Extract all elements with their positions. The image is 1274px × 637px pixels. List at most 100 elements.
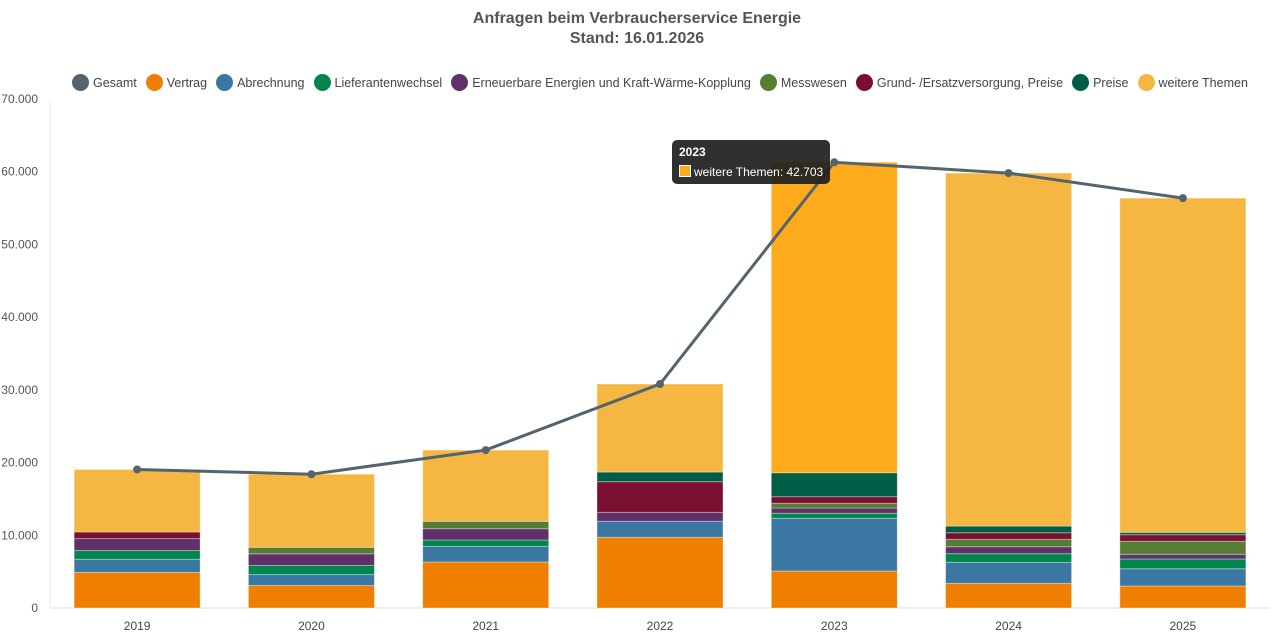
- tooltip-title: 2023: [679, 145, 706, 159]
- gesamt-point: [1004, 169, 1013, 178]
- bar-segment-2020-0: [247, 584, 375, 609]
- bar-segment-2024-1: [945, 561, 1073, 584]
- x-tick-label: 2021: [472, 619, 499, 633]
- gesamt-point: [307, 470, 316, 479]
- gesamt-point: [481, 446, 490, 455]
- x-tick-label: 2020: [298, 619, 325, 633]
- legend-marker-icon: [216, 74, 234, 91]
- bar-segment-2023-0: [770, 570, 898, 609]
- bar-segment-2023-3: [770, 507, 898, 514]
- bar-segment-2022-6: [596, 471, 724, 483]
- bar-segment-2023-4: [770, 502, 898, 509]
- y-tick-label: 20.000: [1, 456, 38, 470]
- bar-segment-2024-0: [945, 582, 1073, 609]
- bar-segment-2025-4: [1119, 540, 1247, 555]
- x-tick-label: 2025: [1170, 619, 1197, 633]
- bar-segment-2023-2: [770, 512, 898, 519]
- bar-segment-2024-3: [945, 546, 1073, 555]
- gesamt-point: [1178, 194, 1187, 203]
- bar-segment-2022-0: [596, 536, 724, 609]
- bar-segment-2024-2: [945, 553, 1073, 563]
- y-tick-label: 40.000: [1, 310, 38, 324]
- bar-segment-2023-7: [770, 161, 898, 474]
- legend: Gesamt Vertrag Abrechnung Lieferantenwechse…: [72, 74, 1248, 91]
- bar-segment-2020-7: [247, 473, 375, 548]
- legend-label: weitere Themen: [1158, 75, 1248, 90]
- x-tick-label: 2022: [647, 619, 674, 633]
- bar-segment-2020-1: [247, 574, 375, 586]
- bar-segment-2024-5: [945, 532, 1073, 540]
- y-tick-label: 70.000: [1, 92, 38, 106]
- bar-segment-2021-0: [422, 561, 550, 609]
- legend-marker-icon: [759, 74, 777, 91]
- bar-segment-2021-7: [422, 449, 550, 522]
- bar-segment-2023-1: [770, 517, 898, 572]
- legend-item[interactable]: Lieferantenwechsel: [313, 74, 443, 91]
- bar-segment-2023-6: [770, 472, 898, 498]
- y-tick-label: 50.000: [1, 237, 38, 251]
- bar-segment-2024-7: [945, 172, 1073, 527]
- legend-label: Vertrag: [166, 75, 208, 90]
- bar-segment-2022-3: [596, 511, 724, 522]
- bar-segment-2021-4: [422, 520, 550, 530]
- legend-label: Preise: [1093, 75, 1129, 90]
- legend-item[interactable]: Abrechnung: [216, 74, 305, 91]
- chart-subtitle: Stand: 16.01.2026: [569, 30, 705, 47]
- bar-segment-2022-1: [596, 520, 724, 538]
- bar-segment-2024-6: [945, 525, 1073, 534]
- tooltip-text: weitere Themen: 42.703: [694, 165, 824, 179]
- bar-segment-2025-3: [1119, 553, 1247, 560]
- legend-item[interactable]: Erneuerbare Energien und Kraft-Wärme-Kop…: [451, 74, 751, 91]
- legend-label: Erneuerbare Energien und Kraft-Wärme-Kop…: [472, 75, 751, 90]
- legend-marker-icon: [145, 74, 163, 91]
- legend-marker-icon: [313, 74, 331, 91]
- legend-item[interactable]: Messwesen: [759, 74, 847, 91]
- bar-segment-2025-0: [1119, 585, 1247, 609]
- tooltip: 2023 weitere Themen: 42.703: [672, 140, 831, 184]
- legend-item[interactable]: Preise: [1072, 74, 1129, 91]
- legend-marker-icon: [451, 74, 469, 91]
- bar-segment-2025-7: [1119, 197, 1247, 533]
- bar-segment-2022-5: [596, 481, 724, 513]
- y-tick-label: 0: [31, 601, 38, 615]
- bar-segment-2020-2: [247, 564, 375, 576]
- bar-segment-2019-1: [73, 558, 201, 573]
- legend-label: Lieferantenwechsel: [334, 75, 443, 90]
- gesamt-point: [133, 465, 142, 474]
- legend-item[interactable]: Vertrag: [145, 74, 208, 91]
- legend-marker-icon: [1137, 74, 1155, 91]
- bar-segment-2019-5: [73, 531, 201, 540]
- tooltip-swatch: [679, 165, 691, 177]
- x-tick-label: 2023: [821, 619, 848, 633]
- bar-segment-2022-7: [596, 383, 724, 473]
- legend-item[interactable]: Gesamt: [72, 74, 137, 91]
- legend-label: Gesamt: [93, 75, 137, 90]
- bar-segment-2020-3: [247, 553, 375, 566]
- bar-segment-2021-1: [422, 545, 550, 563]
- legend-marker-icon: [1072, 74, 1090, 91]
- bar-segment-2025-2: [1119, 558, 1247, 570]
- bar-segment-2025-1: [1119, 568, 1247, 587]
- bar-segment-2021-3: [422, 528, 550, 541]
- bar-segment-2025-5: [1119, 534, 1247, 542]
- bar-segment-2020-4: [247, 546, 375, 555]
- bar-segment-2019-3: [73, 538, 201, 552]
- chart-title: Anfragen beim Verbraucherservice Energie: [472, 10, 802, 27]
- legend-marker-icon: [855, 74, 873, 91]
- y-tick-label: 30.000: [1, 383, 38, 397]
- bar-segment-2021-2: [422, 539, 550, 547]
- legend-marker-icon: [72, 74, 89, 91]
- bar-segment-2024-4: [945, 538, 1073, 548]
- bar-segment-2019-0: [73, 571, 201, 609]
- bar-segment-2023-5: [770, 496, 898, 504]
- y-tick-label: 60.000: [1, 165, 38, 179]
- legend-item[interactable]: weitere Themen: [1137, 74, 1248, 91]
- legend-label: Abrechnung: [237, 75, 305, 90]
- x-tick-label: 2019: [124, 619, 151, 633]
- legend-item[interactable]: Grund- /Ersatzversorgung, Preise: [855, 74, 1063, 91]
- y-tick-label: 10.000: [1, 528, 38, 542]
- legend-label: Messwesen: [780, 75, 847, 90]
- bar-segment-2019-2: [73, 550, 201, 560]
